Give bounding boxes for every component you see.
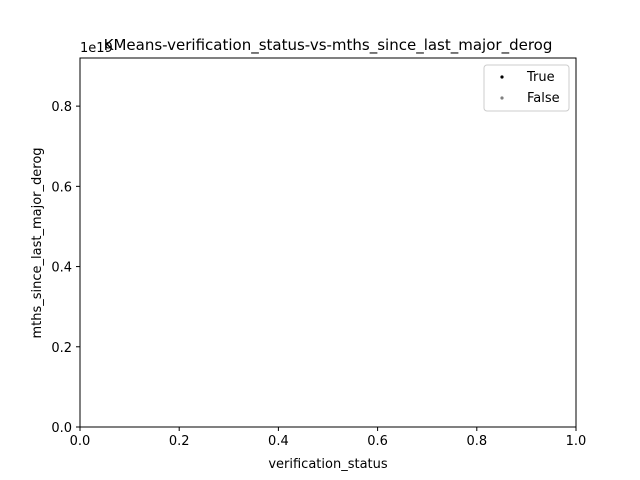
legend-frame [483,64,570,112]
x-tick-label: 0.8 [466,434,487,449]
x-tick-label: 0.6 [367,434,388,449]
y-axis-ticks: 0.0 0.2 0.4 0.6 0.8 [51,100,80,436]
legend-marker-false [500,96,504,100]
x-tick-label: 0.2 [169,434,190,449]
legend-label-false: False [527,91,560,106]
y-axis-title: mths_since_last_major_derog [30,147,45,338]
chart-title: KMeans-verification_status-vs-mths_since… [104,36,553,55]
plot-area [79,57,577,428]
y-tick-label: 0.6 [51,180,72,195]
y-tick-label: 0.0 [51,421,72,436]
x-axis-ticks: 0.0 0.2 0.4 0.6 0.8 1.0 [70,427,587,449]
y-axis-offset-label: 1e19 [80,41,113,56]
legend-label-true: True [526,70,555,85]
x-axis-title: verification_status [268,457,388,472]
legend-marker-true [500,75,504,79]
x-tick-label: 0.0 [70,434,91,449]
legend: True False [483,64,570,112]
x-tick-label: 1.0 [566,434,587,449]
y-tick-label: 0.2 [51,341,72,356]
y-tick-label: 0.8 [51,100,72,115]
y-tick-label: 0.4 [51,261,72,276]
x-tick-label: 0.4 [268,434,289,449]
